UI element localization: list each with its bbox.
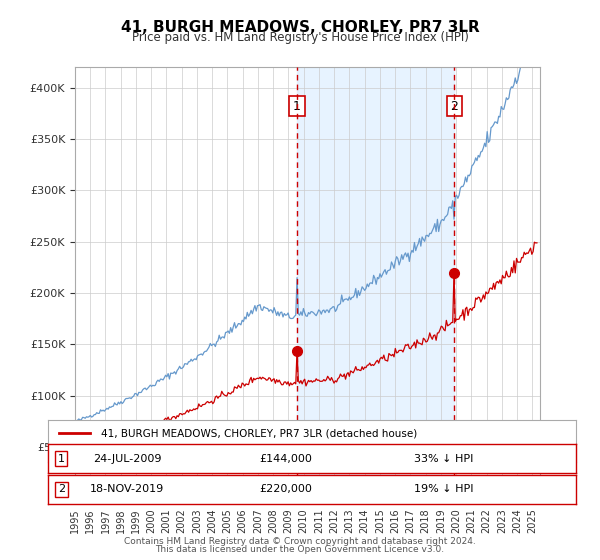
Text: 41, BURGH MEADOWS, CHORLEY, PR7 3LR: 41, BURGH MEADOWS, CHORLEY, PR7 3LR [121,20,479,35]
Text: 33% ↓ HPI: 33% ↓ HPI [415,454,473,464]
Text: This data is licensed under the Open Government Licence v3.0.: This data is licensed under the Open Gov… [155,545,445,554]
Text: 19% ↓ HPI: 19% ↓ HPI [414,484,474,494]
Text: HPI: Average price, detached house, Chorley: HPI: Average price, detached house, Chor… [101,447,334,458]
Text: 2: 2 [451,100,458,113]
Text: 1: 1 [293,100,301,113]
Text: 2: 2 [58,484,65,494]
Text: 1: 1 [58,454,65,464]
Text: Contains HM Land Registry data © Crown copyright and database right 2024.: Contains HM Land Registry data © Crown c… [124,537,476,546]
Text: £220,000: £220,000 [259,484,312,494]
Text: 41, BURGH MEADOWS, CHORLEY, PR7 3LR (detached house): 41, BURGH MEADOWS, CHORLEY, PR7 3LR (det… [101,428,417,438]
Text: £144,000: £144,000 [259,454,312,464]
Text: Price paid vs. HM Land Registry's House Price Index (HPI): Price paid vs. HM Land Registry's House … [131,31,469,44]
Text: 18-NOV-2019: 18-NOV-2019 [90,484,164,494]
Text: 24-JUL-2009: 24-JUL-2009 [93,454,161,464]
Bar [297,67,454,498]
